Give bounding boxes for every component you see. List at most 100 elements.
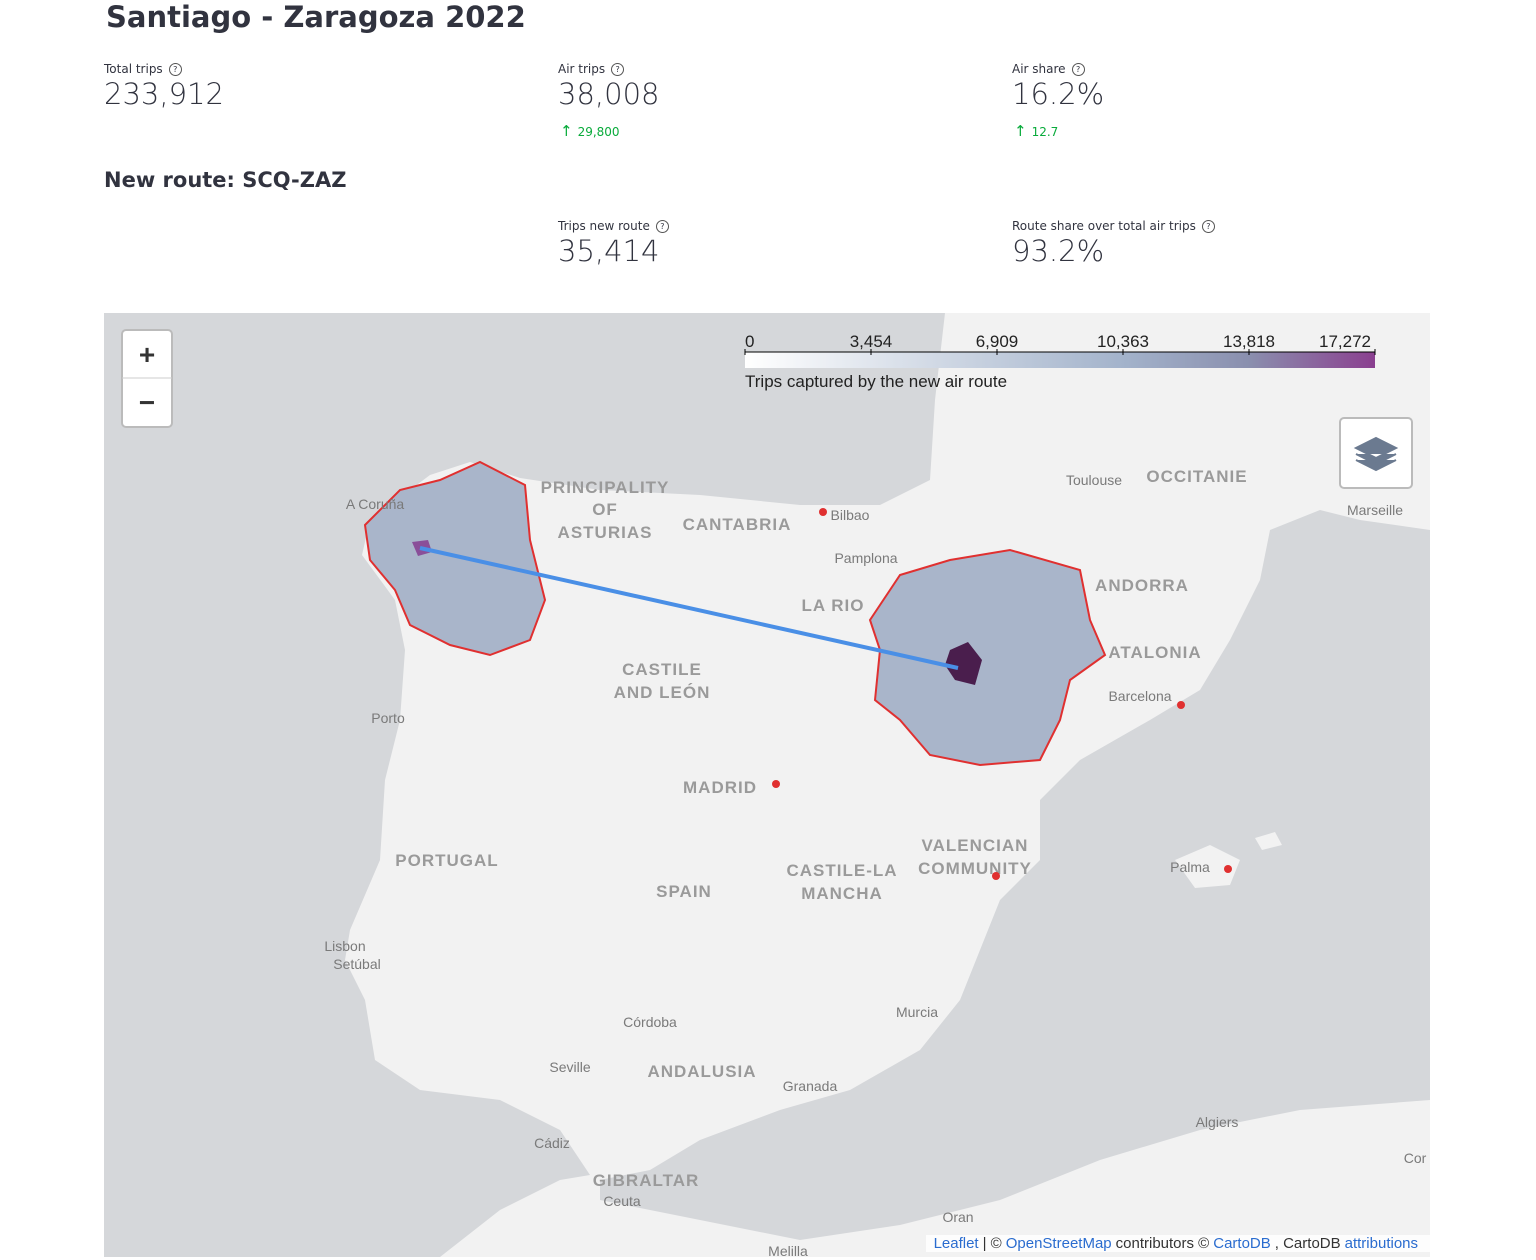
layers-icon[interactable] [1353, 436, 1399, 472]
zaragoza-area [945, 642, 982, 685]
legend-tick-label: 6,909 [976, 332, 1019, 351]
map-label: Marseille [1347, 502, 1403, 518]
metric-label: Air share? [1012, 62, 1085, 76]
map-label: Murcia [896, 1004, 938, 1020]
attribution-text: | © [982, 1235, 1002, 1252]
help-icon[interactable]: ? [1071, 63, 1085, 76]
map-label: LA RIO [802, 596, 865, 615]
legend-colorbar [745, 352, 1375, 368]
delta-arrow: ↑ [560, 122, 573, 140]
map-label: A Coruña [346, 496, 405, 512]
map-label: SPAIN [656, 882, 712, 901]
map-label: OCCITANIE [1146, 467, 1247, 486]
map-label: ANDORRA [1095, 576, 1189, 595]
attribution-text: , CartoDB [1274, 1235, 1341, 1252]
zoom-control: + − [121, 329, 173, 428]
zoom-out[interactable]: − [139, 387, 155, 418]
city-dot [992, 872, 1000, 880]
map-label: GIBRALTAR [593, 1171, 700, 1190]
metric-delta: ↑ 29,800 [560, 122, 620, 140]
metric-value: 93.2% [1012, 234, 1105, 268]
map-label: Bilbao [831, 507, 870, 523]
map-label: COMMUNITY [918, 859, 1032, 878]
map-label: Ceuta [603, 1193, 641, 1209]
attribution-link[interactable]: OpenStreetMap [1005, 1235, 1112, 1252]
map-label: Cor [1404, 1150, 1427, 1166]
layers-button[interactable] [1339, 417, 1413, 489]
metric-label: Route share over total air trips? [1012, 219, 1215, 233]
metric-label-text: Trips new route [558, 219, 650, 233]
map-label: PRINCIPALITY [541, 478, 670, 497]
map-label: Palma [1170, 859, 1210, 875]
map-label: ANDALUSIA [647, 1062, 756, 1081]
map-label: MANCHA [801, 884, 883, 903]
mediterranean-sea [600, 510, 1430, 1240]
metric-label-text: Air trips [558, 62, 606, 76]
attribution-link[interactable]: Leaflet [933, 1235, 979, 1252]
city-dot [1224, 865, 1232, 873]
atlantic-sea [104, 313, 945, 1257]
map-label: ASTURIAS [558, 523, 653, 542]
metric-label: Total trips? [104, 62, 182, 76]
legend-caption: Trips captured by the new air route [745, 372, 1007, 391]
galicia-region [363, 460, 547, 657]
attribution-text: contributors © [1115, 1235, 1210, 1252]
legend-tick-label: 10,363 [1097, 332, 1149, 351]
map-label: Seville [549, 1059, 590, 1075]
help-icon[interactable]: ? [655, 220, 669, 233]
aragon-region [868, 548, 1107, 767]
map-label: OF [592, 500, 618, 519]
map-label: PORTUGAL [395, 851, 498, 870]
delta-value: 12.7 [1031, 125, 1059, 139]
attribution-link[interactable]: attributions [1344, 1235, 1418, 1252]
metric-label: Trips new route? [558, 219, 669, 233]
island [1255, 832, 1282, 850]
map-label: MADRID [683, 778, 757, 797]
help-icon[interactable]: ? [1201, 220, 1215, 233]
map-label: Córdoba [623, 1014, 677, 1030]
city-dot [1177, 701, 1185, 709]
zoom-in[interactable]: + [139, 339, 155, 370]
map-label: VALENCIAN [922, 836, 1029, 855]
map: A Coruña PRINCIPALITY OF ASTURIAS CANTABRIA B… [104, 313, 1430, 1257]
map-label: Melilla [768, 1243, 808, 1257]
metric-value: 233,912 [104, 77, 224, 111]
metric-label-text: Total trips [104, 62, 163, 76]
legend-tick-label: 13,818 [1223, 332, 1275, 351]
help-icon[interactable]: ? [611, 63, 625, 76]
map-label: AND LEÓN [614, 683, 711, 702]
metric-delta: ↑ 12.7 [1014, 122, 1058, 140]
help-icon[interactable]: ? [168, 63, 182, 76]
island [1175, 845, 1240, 888]
delta-arrow: ↑ [1014, 122, 1027, 140]
metric-value: 38,008 [558, 77, 660, 111]
legend-tick-label: 3,454 [850, 332, 893, 351]
subheader: New route: SCQ-ZAZ [104, 168, 347, 192]
route-line [419, 546, 959, 670]
metric-value: 16.2% [1012, 77, 1105, 111]
map-label: Porto [371, 710, 405, 726]
map-label: ATALONIA [1108, 643, 1201, 662]
city-dot [772, 780, 780, 788]
map-label: Setúbal [333, 956, 380, 972]
map-label: Oran [942, 1209, 973, 1225]
map-label: CASTILE [622, 660, 702, 679]
city-dot [819, 508, 827, 516]
map-label: Toulouse [1066, 472, 1122, 488]
map-label: Granada [783, 1078, 838, 1094]
legend-tick-label: 17,272 [1319, 332, 1371, 351]
title: Santiago - Zaragoza 2022 [106, 0, 526, 34]
metric-value: 35,414 [558, 234, 660, 268]
map-label: CASTILE-LA [786, 861, 897, 880]
attribution: Leaflet | © OpenStreetMap contributors © Car… [925, 1235, 1430, 1252]
legend-tick-label: 0 [745, 332, 754, 351]
metric-label: Air trips? [558, 62, 625, 76]
metric-label-text: Air share [1012, 62, 1066, 76]
map-label: Pamplona [834, 550, 897, 566]
attribution-link[interactable]: CartoDB [1213, 1235, 1271, 1252]
map-label: Lisbon [324, 938, 365, 954]
delta-value: 29,800 [577, 125, 620, 139]
map-label: Cádiz [534, 1135, 570, 1151]
map-label: Algiers [1196, 1114, 1239, 1130]
